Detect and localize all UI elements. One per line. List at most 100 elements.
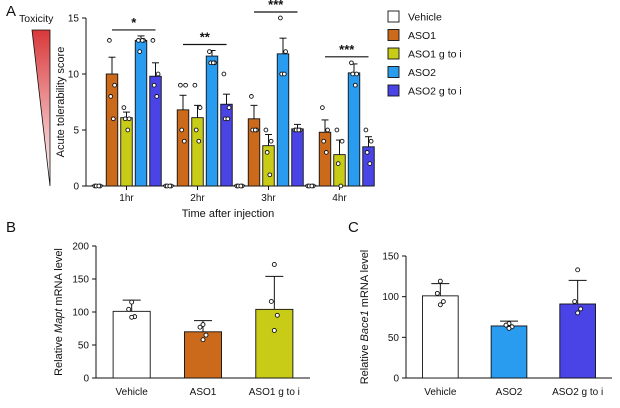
x-tick-label: Vehicle [424,387,457,398]
data-point [321,138,327,144]
data-point [363,127,369,133]
data-point [151,82,157,88]
data-point [108,94,114,99]
panel-a-chart: 0 5 10 15 Acute tolerability score Time after… [55,0,375,220]
data-point [193,127,199,133]
bar-aso2-g-to-i-2hr [220,103,233,187]
toxicity-label: Toxicity [19,13,54,25]
y-tick-label: 150 [72,275,89,286]
legend-label-aso1: ASO1 [408,30,436,42]
bar-aso2-g-to-i [559,303,596,379]
y-tick-label: 0 [83,374,89,385]
data-point [107,38,112,43]
legend-swatch-aso2 [387,66,400,78]
data-point [137,49,143,54]
x-tick-label: ASO1 [190,387,217,398]
significance-label: *** [268,0,284,12]
data-point [320,105,325,110]
data-point [196,138,202,144]
data-point [268,138,274,144]
data-point [296,127,302,133]
bar-aso1-g-to-i-2hr [191,117,204,187]
data-point [136,38,141,43]
data-point [129,299,135,305]
data-point [267,172,273,178]
x-tick-label: ASO2 g to i [552,387,603,398]
data-point [200,337,206,343]
data-point [281,71,287,77]
data-point [197,105,203,110]
data-point [139,38,145,43]
data-point [434,290,440,296]
data-point [437,302,443,308]
data-point [334,127,340,133]
data-point [112,82,117,88]
y-tick-label: 100 [382,292,399,303]
data-point [440,299,446,304]
data-point [283,49,288,54]
data-point [335,161,341,166]
x-tick-label: ASO1 g to i [249,387,300,398]
data-point [96,183,102,189]
data-point [150,38,156,43]
data-point [263,127,269,133]
x-tick-label: 4hr [332,193,347,204]
panel-letter-a: A [6,3,16,20]
data-point [437,278,443,284]
data-point [126,116,132,122]
data-point [271,262,277,267]
data-point [200,322,206,327]
x-tick-label: 2hr [190,193,205,204]
y-tick-label: 10 [68,70,80,81]
data-point [367,161,373,166]
data-point [155,71,161,77]
significance-label: * [131,15,137,30]
data-point [575,310,581,316]
bar-aso2-g-to-i-1hr [149,75,162,187]
data-point [572,299,578,304]
data-point [352,82,358,88]
data-point [225,116,231,122]
data-point [575,267,581,273]
y-tick-label: 200 [72,242,89,253]
data-point [309,183,315,189]
data-point [506,325,512,331]
data-point [349,60,354,66]
data-point [249,94,254,99]
panel-a-legend: Vehicle ASO1 ASO1 g to i ASO2 ASO2 g to i [387,10,462,98]
y-tick-label: 5 [73,126,79,137]
y-axis-title-gene: Bace1 [359,310,371,341]
legend-label-aso2: ASO2 [408,67,436,79]
data-point [154,94,160,99]
data-point [252,127,258,133]
data-point [503,322,509,328]
y-tick-label: 50 [78,341,90,352]
data-point [354,71,359,77]
x-tick-label: 3hr [261,193,276,204]
data-point [110,116,116,122]
data-point [181,138,187,144]
data-point [129,314,135,320]
y-axis-title-gene: Mapt [53,308,65,333]
legend-swatch-aso1 [387,29,400,41]
data-point [238,183,244,189]
bar-aso2-2hr [205,55,219,187]
y-tick-label: 0 [393,374,399,385]
bar-vehicle [112,310,151,379]
toxicity-gradient-triangle [31,29,51,187]
y-axis-title-prefix: Relative [53,333,65,376]
y-tick-label: 50 [388,333,400,344]
data-point [197,324,203,330]
legend-label-vehicle: Vehicle [408,12,442,24]
data-point [350,71,356,77]
bar-aso2 [490,325,528,379]
legend-swatch-aso2-g-to-i [387,84,400,97]
bar-aso1-2hr [176,109,190,187]
data-point [183,82,188,88]
data-point [192,82,198,88]
legend-label-aso1-g-to-i: ASO1 g to i [408,49,462,61]
panel-letter-b: B [6,219,16,236]
legend-swatch-aso1-g-to-i [387,47,400,60]
data-point [210,60,216,66]
